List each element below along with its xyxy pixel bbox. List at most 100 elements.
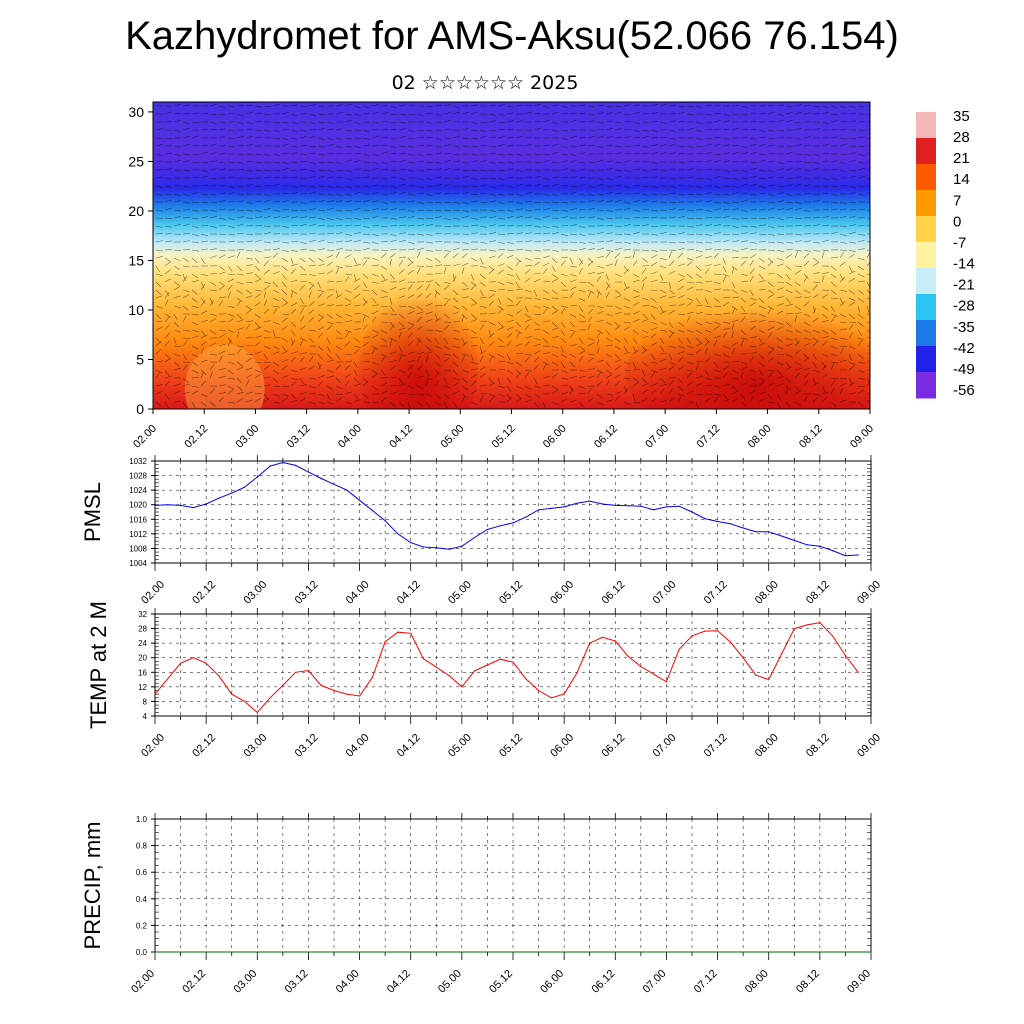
- wind-barb: [857, 121, 866, 123]
- wind-barb: [182, 160, 190, 163]
- wind-barb: [731, 390, 739, 395]
- wind-barb: [677, 393, 685, 397]
- wind-barb: [227, 377, 235, 380]
- wind-barb: [290, 161, 298, 164]
- wind-barb: [560, 168, 568, 171]
- wind-barb: [758, 391, 766, 395]
- wind-barb: [767, 137, 776, 139]
- wind-barb: [407, 161, 415, 164]
- wind-barb: [227, 361, 235, 365]
- wind-barb: [695, 255, 703, 259]
- wind-barb: [758, 113, 767, 115]
- x-tick-label: 05.00: [436, 968, 464, 996]
- wind-barb: [866, 380, 870, 387]
- wind-barb: [596, 331, 601, 339]
- wind-barb: [497, 263, 505, 267]
- wind-barb: [227, 337, 233, 344]
- wind-barb: [695, 304, 703, 307]
- wind-barb: [155, 265, 160, 273]
- wind-barb: [434, 257, 441, 263]
- wind-barb: [857, 257, 865, 261]
- wind-barb: [389, 105, 397, 109]
- wind-barb: [614, 199, 622, 203]
- wind-barb: [821, 320, 829, 323]
- y-tick-label: 1012: [129, 530, 147, 539]
- wind-barb: [569, 169, 577, 172]
- wind-barb: [236, 289, 243, 295]
- wind-barb: [452, 289, 459, 296]
- wind-barb: [317, 153, 325, 156]
- wind-barb: [668, 353, 673, 361]
- wind-barb: [344, 341, 351, 347]
- wind-barb: [452, 369, 459, 376]
- x-tick-label: 07.12: [702, 732, 730, 760]
- wind-barb: [380, 273, 386, 280]
- data-point: [282, 684, 284, 687]
- wind-barb: [236, 319, 244, 323]
- wind-barb: [479, 135, 487, 139]
- wind-barb: [614, 252, 621, 259]
- wind-barb: [479, 145, 488, 147]
- wind-barb: [263, 345, 271, 350]
- wind-barb: [740, 136, 748, 139]
- wind-barb: [461, 249, 470, 251]
- wind-barb: [317, 161, 325, 164]
- wind-barb: [218, 343, 226, 347]
- wind-barb: [722, 345, 730, 349]
- wind-barb: [497, 305, 504, 311]
- wind-barb: [470, 121, 478, 125]
- wind-barb: [245, 289, 252, 295]
- wind-barb: [596, 231, 604, 235]
- wind-barb: [569, 286, 577, 291]
- x-tick-label: 09.00: [845, 968, 873, 996]
- y-tick-label: 30: [128, 104, 144, 120]
- wind-barb: [848, 185, 856, 188]
- wind-barb: [614, 145, 622, 148]
- wind-barb: [551, 345, 559, 349]
- wind-barb: [470, 353, 474, 361]
- wind-barb: [164, 129, 172, 132]
- wind-barb: [767, 104, 775, 107]
- wind-barb: [335, 345, 343, 350]
- wind-barb: [344, 152, 352, 155]
- wind-barb: [650, 104, 658, 107]
- wind-barb: [821, 216, 829, 219]
- wind-barb: [758, 241, 767, 243]
- wind-barb: [290, 257, 294, 265]
- wind-barb: [515, 329, 523, 334]
- wind-barb: [506, 289, 514, 292]
- wind-barb: [191, 390, 199, 395]
- wind-barb: [371, 316, 377, 323]
- wind-barb: [560, 384, 568, 387]
- wind-barb: [794, 296, 802, 299]
- wind-barb: [290, 121, 298, 124]
- wind-barb: [758, 377, 766, 381]
- wind-barb: [506, 161, 514, 164]
- wind-barb: [632, 192, 640, 195]
- data-point: [717, 630, 719, 632]
- data-point: [755, 674, 757, 676]
- wind-barb: [353, 168, 361, 171]
- wind-barb: [821, 209, 830, 211]
- wind-barb: [470, 153, 478, 156]
- wind-barb: [830, 401, 837, 407]
- wind-barb: [533, 128, 541, 131]
- wind-barb: [155, 360, 163, 363]
- wind-barb: [227, 240, 236, 243]
- wind-barb: [443, 104, 451, 107]
- wind-barb: [263, 105, 272, 107]
- wind-barb: [605, 200, 613, 203]
- wind-barb: [218, 249, 226, 252]
- wind-barb: [551, 289, 558, 295]
- wind-barb: [353, 393, 359, 400]
- wind-barb: [362, 169, 370, 172]
- wind-barb: [479, 324, 485, 331]
- wind-barb: [839, 143, 847, 147]
- wind-barb: [857, 353, 864, 359]
- wind-barb: [335, 217, 343, 221]
- wind-barb: [803, 301, 810, 307]
- wind-barb: [479, 365, 487, 371]
- wind-barb: [236, 331, 240, 339]
- wind-barb: [704, 357, 711, 363]
